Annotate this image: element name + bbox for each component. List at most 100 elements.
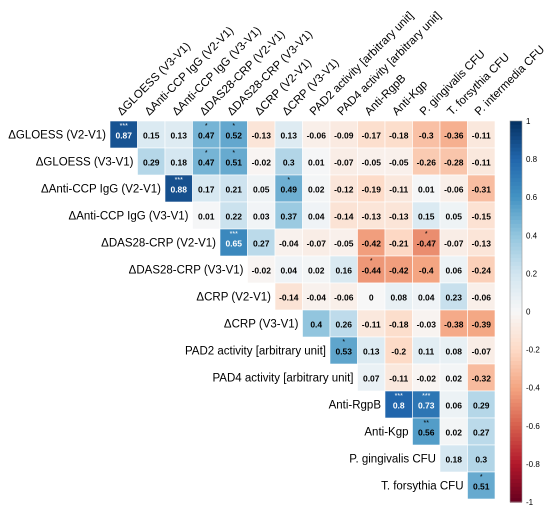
heatmap-cell — [219, 228, 248, 257]
colorbar-segment — [510, 460, 522, 465]
colorbar-segment — [510, 387, 522, 393]
colorbar-segment — [510, 380, 522, 385]
colorbar-segment — [510, 341, 522, 347]
cell-value-label: -0.05 — [362, 158, 382, 168]
heatmap-cell — [192, 201, 221, 230]
colorbar-segment — [510, 201, 522, 206]
heatmap-cell — [467, 201, 496, 230]
colorbar-tick-label: -0.8 — [526, 460, 540, 469]
colorbar-segment — [510, 376, 522, 381]
cell-value-label: 0.27 — [473, 428, 490, 438]
colorbar-segment — [510, 273, 522, 278]
heatmap-cell — [192, 147, 221, 176]
colorbar-segment — [510, 425, 522, 431]
cell-value-label: -0.06 — [307, 131, 327, 141]
cell-value-label: 0 — [369, 293, 374, 303]
colorbar-segment — [510, 155, 522, 160]
colorbar-segment — [510, 490, 522, 495]
colorbar-tick-label: -0.6 — [526, 422, 540, 431]
colorbar-segment — [510, 147, 522, 153]
row-label: P. gingivalis CFU — [349, 454, 436, 466]
cell-value-label: 0.01 — [418, 185, 435, 195]
heatmap-cell — [329, 228, 358, 257]
cell-value-label: -0.47 — [417, 239, 437, 249]
heatmap-cell — [439, 390, 468, 419]
heatmap-cell — [412, 309, 441, 338]
cell-value-label: 0.07 — [363, 374, 380, 384]
cell-value-label: 0.13 — [170, 131, 187, 141]
colorbar-segment — [510, 311, 522, 316]
colorbar-segment — [510, 456, 522, 461]
heatmap-cell — [357, 363, 386, 392]
heatmap-cell — [357, 282, 386, 311]
cell-value-label: -0.06 — [472, 293, 492, 303]
colorbar-segment — [510, 463, 522, 469]
cell-value-label: 0.13 — [363, 347, 380, 357]
cell-value-label: 0.21 — [225, 185, 242, 195]
cell-value-label: -0.04 — [279, 239, 299, 249]
colorbar-segment — [510, 406, 522, 412]
heatmap-cell — [412, 417, 441, 446]
cell-value-label: -0.11 — [472, 131, 491, 141]
heatmap-cell — [109, 120, 138, 149]
cell-value-label: 0.03 — [253, 212, 270, 222]
cell-value-label: 0.02 — [308, 266, 325, 276]
significance-stars: * — [205, 123, 208, 130]
colorbar-segment — [510, 322, 522, 328]
colorbar-segment — [510, 383, 522, 389]
colorbar-segment — [510, 326, 522, 332]
colorbar-segment — [510, 265, 522, 271]
row-label: PAD2 activity [arbitrary unit] — [185, 346, 326, 358]
cell-value-label: -0.28 — [444, 158, 464, 168]
row-label: ΔAnti-CCP IgG (V3-V1) — [69, 211, 189, 223]
cell-value-label: -0.32 — [472, 374, 492, 384]
cell-value-label: 0.15 — [143, 131, 160, 141]
heatmap-cell — [384, 201, 413, 230]
cell-value-label: -0.11 — [389, 185, 408, 195]
heatmap-cell — [302, 228, 331, 257]
colorbar-segment — [510, 143, 522, 149]
heatmap-cell — [384, 282, 413, 311]
colorbar-segment — [510, 246, 522, 252]
heatmap-cell — [412, 390, 441, 419]
cell-value-label: -0.42 — [389, 266, 409, 276]
cell-value-label: -0.12 — [334, 185, 354, 195]
colorbar-segment — [510, 357, 522, 362]
heatmap-cell — [467, 147, 496, 176]
significance-stars: * — [205, 150, 208, 157]
row-label: PAD4 activity [arbitrary unit] — [212, 373, 353, 385]
cell-value-label: 0.04 — [418, 293, 435, 303]
colorbar-segment — [510, 212, 522, 217]
colorbar-segment — [510, 124, 522, 130]
colorbar-segment — [510, 254, 522, 259]
heatmap-cell — [467, 282, 496, 311]
cell-value-label: 0.05 — [445, 212, 462, 222]
cell-value-label: -0.05 — [334, 239, 354, 249]
colorbar-segment — [510, 151, 522, 156]
colorbar-segment — [510, 185, 522, 191]
heatmap-cell — [137, 120, 166, 149]
cell-value-label: -0.11 — [362, 320, 381, 330]
heatmap-cell — [219, 147, 248, 176]
heatmap-cell — [329, 255, 358, 284]
heatmap-cell — [357, 228, 386, 257]
row-label: ΔDAS28-CRP (V3-V1) — [129, 265, 244, 277]
heatmap-cell — [384, 390, 413, 419]
colorbar-segment — [510, 452, 522, 457]
colorbar-segment — [510, 353, 522, 358]
colorbar-segment — [510, 216, 522, 221]
colorbar-tick-label: -1 — [526, 498, 534, 507]
heatmap-cell — [384, 309, 413, 338]
heatmap-cell — [247, 201, 276, 230]
colorbar-segment — [510, 429, 522, 435]
heatmap-cell — [467, 120, 496, 149]
cell-value-label: 0.47 — [198, 131, 215, 141]
cell-value-label: -0.19 — [362, 185, 382, 195]
cell-value-label: 0.56 — [418, 428, 435, 438]
significance-stars: * — [342, 339, 345, 346]
colorbar-frame — [509, 120, 523, 503]
colorbar-segment — [510, 338, 522, 343]
cell-value-label: 0.18 — [445, 455, 462, 465]
colorbar-segment — [510, 128, 522, 134]
heatmap-cell — [439, 201, 468, 230]
